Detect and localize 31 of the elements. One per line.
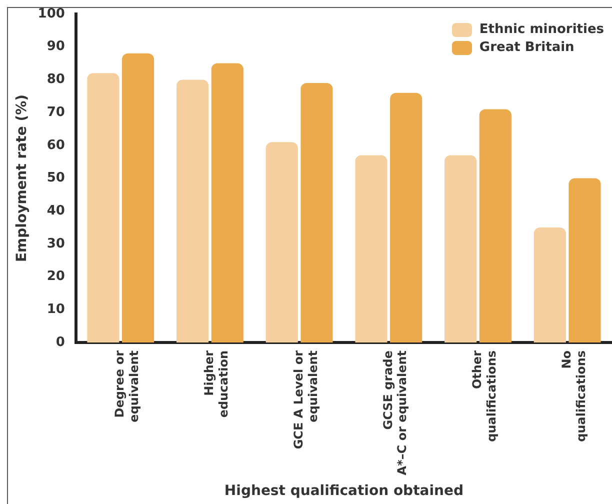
y-tick-label: 70 <box>46 104 65 120</box>
bar <box>568 178 601 342</box>
bar <box>300 82 333 342</box>
x-tick-label: Other qualifications <box>470 350 499 442</box>
bar <box>266 142 298 342</box>
legend-label: Ethnic minorities <box>479 22 604 37</box>
bar <box>534 228 566 342</box>
y-axis-title: Employment rate (%) <box>14 94 30 262</box>
y-tick-label: 50 <box>46 170 65 186</box>
y-tick-label: 10 <box>46 302 65 318</box>
y-tick-label: 30 <box>46 236 65 252</box>
bar <box>444 155 477 342</box>
y-tick-label: 60 <box>46 138 65 153</box>
y-tick-label: 80 <box>46 72 65 88</box>
x-tick-label: Higher education <box>202 350 230 418</box>
x-axis-title: Highest qualification obtained <box>224 483 464 500</box>
bar <box>176 80 209 342</box>
bar <box>355 155 388 342</box>
bar <box>390 92 422 342</box>
y-tick-label: 20 <box>46 269 65 284</box>
y-tick-label: 40 <box>46 203 65 218</box>
legend-label: Great Britain <box>479 40 574 55</box>
x-tick-label: Degree or equivalent <box>112 350 142 422</box>
y-tick-label: 90 <box>46 39 65 54</box>
x-tick-label: GCE A Level or equivalent <box>291 350 320 450</box>
bar <box>479 109 512 342</box>
y-tick-label: 0 <box>56 334 65 350</box>
y-tick-label: 100 <box>38 6 65 22</box>
bar <box>211 63 244 342</box>
bar <box>122 53 154 342</box>
bar <box>87 73 120 342</box>
